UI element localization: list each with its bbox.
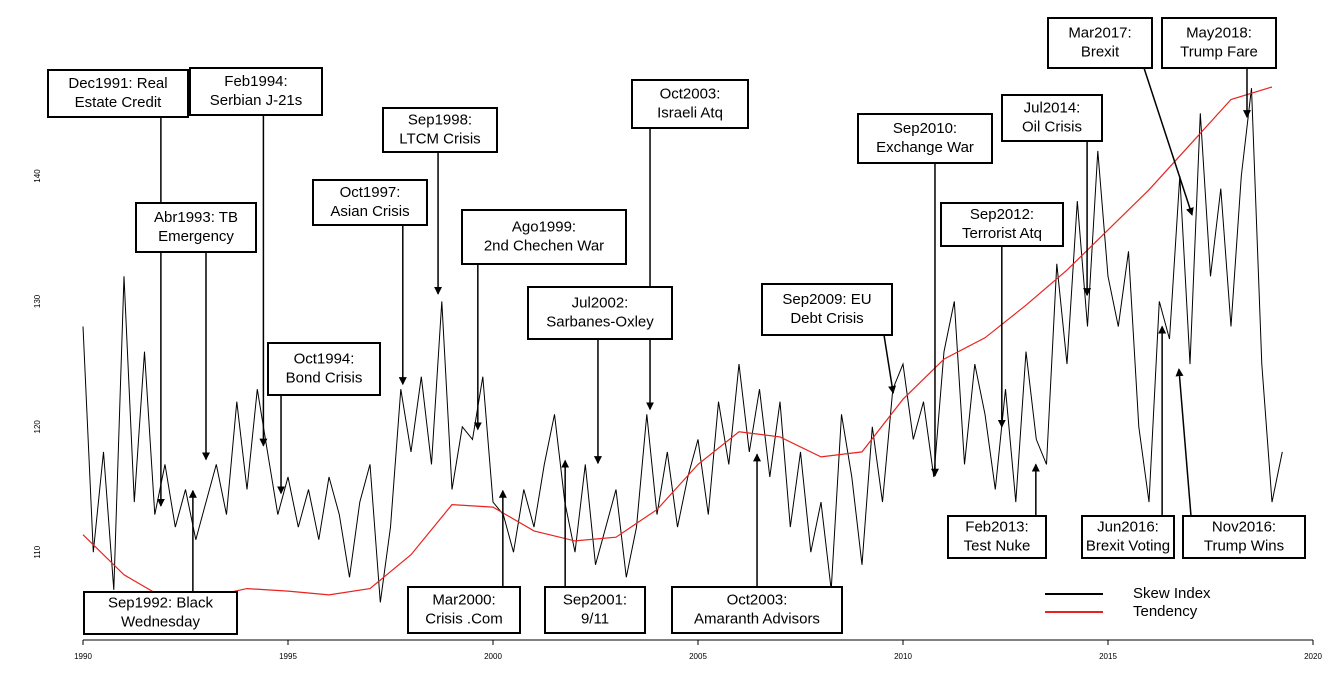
annotation-box bbox=[382, 107, 498, 153]
annotation-text: Amaranth Advisors bbox=[694, 610, 820, 627]
annotation-text: 9/11 bbox=[581, 610, 609, 627]
series-line bbox=[82, 86, 1273, 600]
annotation-box bbox=[135, 202, 257, 253]
annotation-text: Sep1992: Black bbox=[108, 594, 214, 611]
annotation-box bbox=[631, 79, 749, 129]
annotation-box bbox=[47, 69, 189, 118]
annotation-text: Brexit bbox=[1081, 43, 1120, 60]
annotation-text: Jun2016: bbox=[1097, 518, 1159, 535]
annotation-text: Israeli Atq bbox=[657, 104, 723, 121]
annotation-text: Test Nuke bbox=[964, 537, 1031, 554]
annotation-text: Sep2012: bbox=[970, 206, 1034, 223]
annotation-text: Jul2002: bbox=[572, 294, 629, 311]
annotation-text: Brexit Voting bbox=[1086, 537, 1170, 554]
annotation-box bbox=[544, 586, 646, 634]
annotation-text: May2018: bbox=[1186, 24, 1252, 41]
annotation-text: Estate Credit bbox=[75, 94, 163, 111]
annotation-box bbox=[83, 591, 238, 635]
annotation-box bbox=[940, 202, 1064, 247]
annotation-text: Emergency bbox=[158, 228, 234, 245]
annotation-text: Oil Crisis bbox=[1022, 118, 1082, 135]
annotation-box bbox=[407, 586, 521, 634]
annotation-box bbox=[1161, 17, 1277, 69]
annotation-text: Bond Crisis bbox=[286, 369, 363, 386]
annotation-text: Oct2003: bbox=[660, 85, 721, 102]
y-tick-label: 120 bbox=[33, 420, 42, 434]
annotation-text: Sep1998: bbox=[408, 111, 472, 128]
annotation-text: Exchange War bbox=[876, 139, 974, 156]
annotation-box bbox=[189, 67, 323, 116]
annotation-text: Oct1994: bbox=[294, 350, 355, 367]
annotation-box bbox=[761, 283, 893, 336]
annotation-text: Sarbanes-Oxley bbox=[546, 313, 654, 330]
annotation-box bbox=[1081, 515, 1175, 559]
annotation-arrow bbox=[883, 334, 897, 394]
annotation-box bbox=[857, 113, 993, 164]
annotation-box bbox=[312, 179, 428, 226]
annotation-text: Sep2009: EU bbox=[782, 291, 871, 308]
y-tick-label: 140 bbox=[33, 169, 42, 183]
x-tick-label: 2000 bbox=[484, 652, 502, 661]
x-tick-label: 1995 bbox=[279, 652, 297, 661]
x-tick-label: 2020 bbox=[1304, 652, 1322, 661]
legend-label: Skew Index bbox=[1133, 585, 1211, 602]
annotation-text: Asian Crisis bbox=[330, 203, 409, 220]
annotation-text: Jul2014: bbox=[1024, 99, 1081, 116]
annotation-box bbox=[947, 515, 1047, 559]
series-line bbox=[82, 88, 1283, 603]
annotation-text: Feb1994: bbox=[224, 73, 287, 90]
annotation-text: Sep2001: bbox=[563, 591, 627, 608]
annotation-text: LTCM Crisis bbox=[399, 130, 480, 147]
annotation-text: Serbian J-21s bbox=[210, 92, 303, 109]
annotation-arrow bbox=[1143, 67, 1194, 216]
annotation-box bbox=[527, 286, 673, 340]
annotation-text: Trump Fare bbox=[1180, 43, 1258, 60]
annotation-text: Dec1991: Real bbox=[68, 75, 167, 92]
annotation-box bbox=[461, 209, 627, 265]
x-tick-label: 2015 bbox=[1099, 652, 1117, 661]
annotation-text: Ago1999: bbox=[512, 218, 576, 235]
annotation-text: Trump Wins bbox=[1204, 537, 1284, 554]
x-tick-label: 2005 bbox=[689, 652, 707, 661]
annotation-text: Nov2016: bbox=[1212, 518, 1276, 535]
annotation-box bbox=[1182, 515, 1306, 559]
x-tick-label: 1990 bbox=[74, 652, 92, 661]
annotation-text: Oct1997: bbox=[340, 184, 401, 201]
y-tick-label: 110 bbox=[33, 545, 42, 558]
annotation-text: 2nd Chechen War bbox=[484, 237, 604, 254]
annotation-arrow bbox=[1175, 368, 1192, 517]
annotation-text: Wednesday bbox=[121, 613, 200, 630]
y-tick-label: 130 bbox=[33, 294, 42, 308]
annotation-box bbox=[1001, 94, 1103, 142]
annotation-text: Feb2013: bbox=[965, 518, 1028, 535]
annotation-text: Oct2003: bbox=[727, 591, 788, 608]
annotation-text: Mar2000: bbox=[432, 591, 495, 608]
legend-label: Tendency bbox=[1133, 603, 1198, 620]
annotation-text: Mar2017: bbox=[1068, 24, 1131, 41]
annotation-box bbox=[671, 586, 843, 634]
annotation-text: Debt Crisis bbox=[790, 310, 863, 327]
annotation-box bbox=[267, 342, 381, 396]
annotation-text: Sep2010: bbox=[893, 120, 957, 137]
annotation-text: Abr1993: TB bbox=[154, 209, 238, 226]
annotation-text: Crisis .Com bbox=[425, 610, 503, 627]
x-tick-label: 2010 bbox=[894, 652, 912, 661]
annotation-text: Terrorist Atq bbox=[962, 225, 1042, 242]
annotation-box bbox=[1047, 17, 1153, 69]
